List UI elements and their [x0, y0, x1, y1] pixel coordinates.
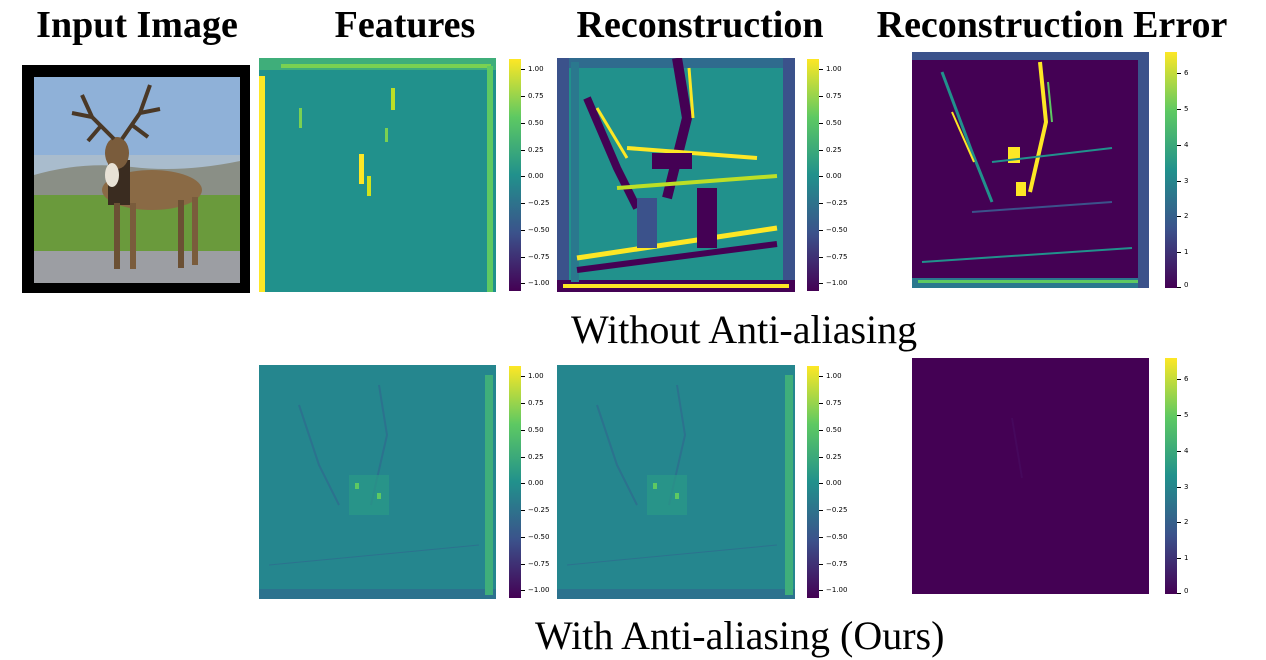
- reconstruction-without-aa: [557, 58, 795, 292]
- reconstruction-with-aa: [557, 365, 795, 599]
- caption-without-anti-aliasing: Without Anti-aliasing: [571, 307, 918, 352]
- colorbar-features-with-aa: 1.00 0.75 0.50 0.25 0.00 −0.25 −0.50 −0.…: [509, 366, 549, 598]
- error-without-aa: [912, 52, 1149, 288]
- colorbar-error-with-aa: 6 5 4 3 2 1 0: [1165, 358, 1195, 595]
- colorbar-features-without-aa: 1.00 0.75 0.50 0.25 0.00 −0.25 −0.50 −0.…: [509, 59, 549, 291]
- colorbar-error-without-aa: 6 5 4 3 2 1 0: [1165, 52, 1195, 289]
- colorbar-reconstruction-without-aa: 1.00 0.75 0.50 0.25 0.00 −0.25 −0.50 −0.…: [807, 59, 847, 291]
- title-reconstruction: Reconstruction: [576, 4, 824, 46]
- input-image: [22, 65, 250, 293]
- features-without-aa: [259, 58, 496, 292]
- error-with-aa: [912, 358, 1149, 594]
- title-input-image: Input Image: [36, 4, 238, 46]
- features-with-aa: [259, 365, 496, 599]
- title-reconstruction-error: Reconstruction Error: [876, 4, 1228, 46]
- colorbar-reconstruction-with-aa: 1.00 0.75 0.50 0.25 0.00 −0.25 −0.50 −0.…: [807, 366, 847, 598]
- caption-with-anti-aliasing: With Anti-aliasing (Ours): [535, 613, 945, 658]
- title-features: Features: [334, 4, 476, 46]
